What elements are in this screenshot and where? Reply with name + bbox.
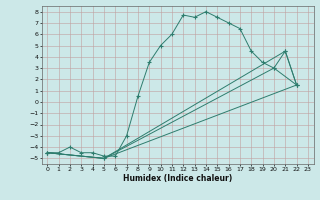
X-axis label: Humidex (Indice chaleur): Humidex (Indice chaleur) xyxy=(123,174,232,183)
